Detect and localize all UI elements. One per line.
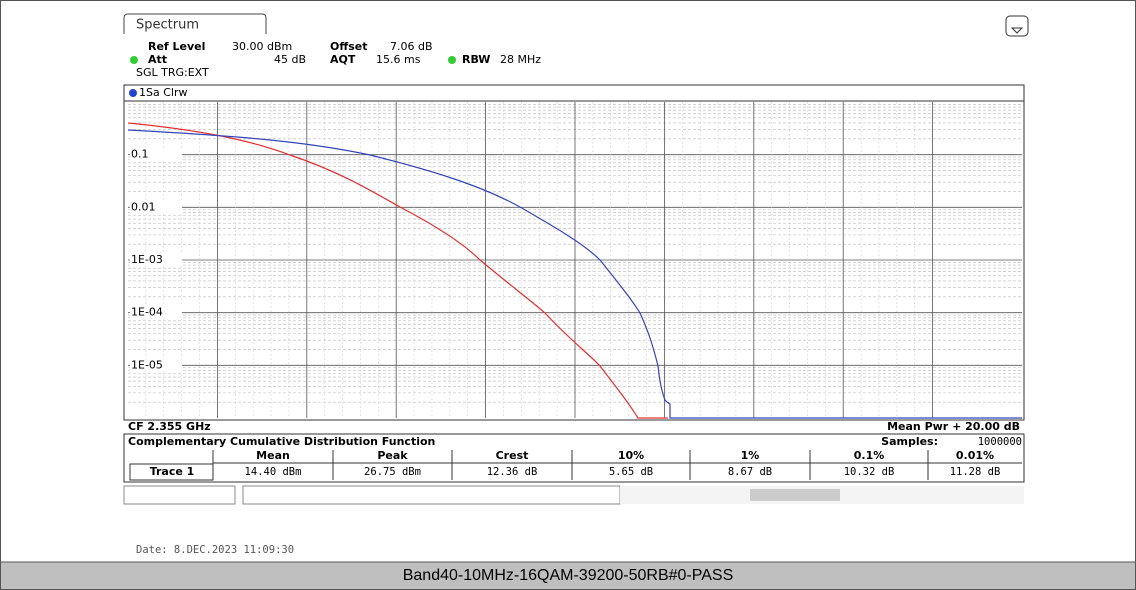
cell: 26.75 dBm [364,466,421,478]
softkey[interactable] [123,485,236,505]
column-header: Mean [256,449,290,462]
cell: 11.28 dB [950,466,1001,478]
cell: 8.67 dB [728,466,772,478]
y-label-bg [130,148,182,161]
att-label: Att [148,53,167,66]
trace-label: 1Sa Clrw [139,86,187,99]
y-tick-label: 0.1 [131,148,149,161]
aqt: 15.6 ms [376,53,421,66]
y-tick-label: 0.01 [131,200,156,213]
ref-level-label: Ref Level [148,40,205,53]
rbw-label: RBW [462,53,490,66]
tab-label: Spectrum [136,18,199,33]
table-title: Complementary Cumulative Distribution Fu… [128,435,435,448]
column-header: 1% [741,449,760,462]
column-header: 10% [618,449,644,462]
ref-level: 30.00 dBm [232,40,292,53]
row-label: Trace 1 [150,465,195,478]
table-frame [123,433,1025,483]
trace-red [127,122,668,419]
cell: 10.32 dB [844,466,895,478]
y-tick-label: 1E-03 [131,253,163,266]
y-label-bg [130,254,182,266]
cell: 12.36 dB [487,466,538,478]
mode: SGL TRG:EXT [136,66,209,79]
menu-arrow [1010,27,1024,34]
column-header: Crest [496,449,529,462]
plot-frame [123,84,1025,421]
x-span: Mean Pwr + 20.00 dB [887,420,1020,433]
grid: 0.1 0.01 1E-03 1E-04 1E-05 [128,102,1022,418]
offset: 7.06 dB [390,40,433,53]
tab[interactable] [123,13,267,34]
table: Mean Peak Crest 10% 1% 0.1% 0.01% Trace 1 14.40 … [129,449,1022,481]
att-indicator [130,56,138,64]
row-label-box [129,463,214,481]
att: 45 dB [274,53,306,66]
offset-label: Offset [330,40,368,53]
aqt-label: AQT [330,53,356,66]
y-label-bg [130,306,182,319]
rbw: 28 MHz [500,53,541,66]
trace-dot [129,89,137,97]
trace-blue [127,129,1022,419]
column-header: 0.01% [956,449,994,462]
menu-icon[interactable] [1005,15,1029,37]
rbw-indicator [448,56,456,64]
column-header: 0.1% [854,449,885,462]
cell: 14.40 dBm [245,466,302,478]
y-label-bg [130,201,182,214]
column-header: Peak [377,449,408,462]
status-block [750,489,840,501]
cell: 5.65 dB [609,466,653,478]
softkey[interactable] [242,485,621,505]
date: Date: 8.DEC.2023 11:09:30 [136,544,294,556]
samples: 1000000 [978,436,1022,448]
samples-label: Samples: [881,435,938,448]
cf: CF 2.355 GHz [128,420,211,433]
y-tick-label: 1E-04 [131,306,163,319]
caption: Band40-10MHz-16QAM-39200-50RB#0-PASS [403,567,734,584]
y-label-bg [130,359,182,372]
y-tick-label: 1E-05 [131,358,163,371]
